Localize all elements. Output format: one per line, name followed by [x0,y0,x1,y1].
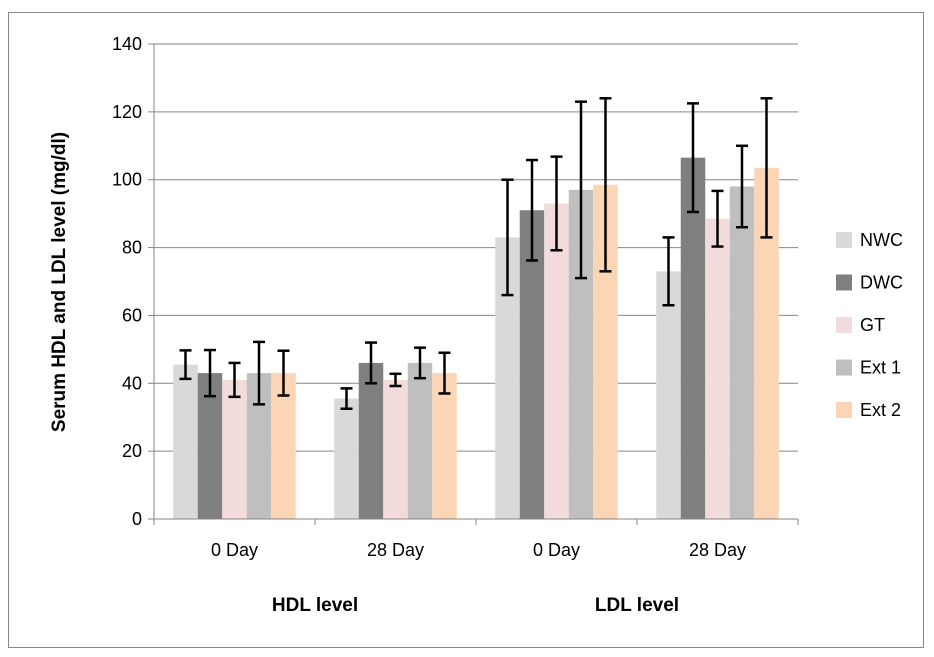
bar [358,362,384,519]
x-category-label: 28 Day [689,540,746,560]
bar [222,379,247,519]
error-bars [179,97,773,410]
y-tick-label: 120 [112,102,142,122]
legend-label: DWC [860,273,903,293]
y-tick-label: 0 [132,509,142,529]
x-category-label: 0 Day [533,540,580,560]
x-group-label: LDL level [595,595,679,616]
bar [680,157,706,520]
legend-label: GT [860,315,885,335]
legend-swatch [836,274,852,291]
x-category-label: 28 Day [367,540,424,560]
legend-swatch [836,317,852,333]
bar [729,186,755,519]
x-group-labels: HDL level LDL level [272,595,679,616]
y-tick-label: 60 [122,305,142,325]
y-axis-label: Serum HDL and LDL level (mg/dl) [49,132,70,432]
legend-label: NWC [860,230,903,250]
bar [656,271,681,519]
bar [544,203,569,519]
bar [271,373,296,519]
bar [383,379,408,519]
x-category-labels: 0 Day 28 Day 0 Day 28 Day [211,540,746,560]
bar [407,362,433,519]
legend-label: Ext 2 [860,400,901,420]
legend-swatch [836,232,852,248]
bar [705,218,730,519]
bar [432,373,457,519]
legend: NWC DWC GT Ext 1 Ext 2 [836,230,903,420]
bar [173,364,198,519]
axes [148,43,799,525]
bar [334,398,359,519]
chart-border [8,12,924,648]
y-tick-label: 80 [122,238,142,258]
legend-label: Ext 1 [860,358,901,378]
y-tick-labels: 0 20 40 60 80 100 120 140 [112,34,142,529]
x-group-label: HDL level [272,595,358,616]
y-tick-label: 40 [122,373,142,393]
y-tick-label: 20 [122,441,142,461]
x-category-label: 0 Day [211,540,258,560]
legend-swatch [836,359,852,376]
y-tick-label: 140 [112,34,142,54]
legend-swatch [836,402,852,418]
y-tick-label: 100 [112,170,142,190]
